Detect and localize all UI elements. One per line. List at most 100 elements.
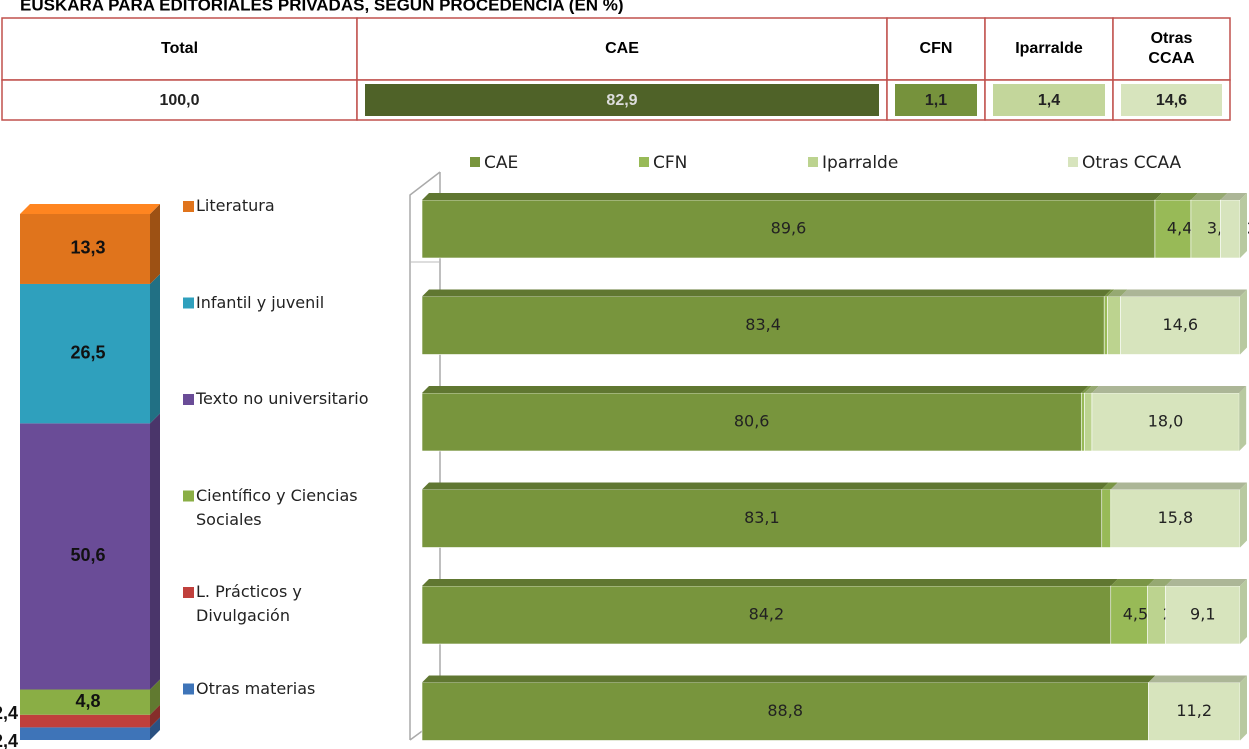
table-header: Otras CCAA — [1148, 30, 1195, 67]
bar-label: 83,4 — [745, 315, 781, 334]
table-value: 100,0 — [159, 92, 199, 109]
table-cell — [1, 17, 358, 81]
legend-swatch — [183, 587, 194, 598]
bar-segment — [421, 199, 1156, 259]
bar-label: 2,4 — [1247, 219, 1249, 238]
bar-top — [422, 482, 1109, 490]
legend-swatch — [183, 297, 194, 309]
bar-segment — [1165, 585, 1241, 645]
bar-top — [422, 193, 1162, 200]
bar-top — [1104, 289, 1115, 297]
column-segment — [20, 689, 150, 715]
bar-segment — [1120, 296, 1241, 355]
column-label: 13,3 — [70, 238, 105, 258]
table-value: 14,6 — [1156, 92, 1187, 109]
table-cell — [1112, 17, 1231, 81]
legend-label: L. Prácticos y Divulgación — [196, 582, 302, 625]
bar-label: 89,6 — [771, 219, 807, 238]
bar-segment — [1084, 392, 1093, 452]
table-header: CFN — [920, 40, 953, 57]
bar-segment — [421, 392, 1082, 452]
legend-label: Iparralde — [822, 153, 898, 173]
bar-top — [422, 675, 1156, 683]
column-segment — [20, 727, 150, 740]
table-header: Total — [161, 40, 198, 57]
column-side — [150, 679, 160, 715]
table-header: Iparralde — [1015, 40, 1083, 57]
bar-top — [1110, 579, 1155, 586]
bar-label: 84,2 — [749, 605, 785, 624]
legend-label: Texto no universitario — [196, 389, 369, 408]
bar-segment — [1110, 489, 1241, 548]
column-label: 2,4 — [0, 703, 18, 723]
table-cell — [356, 17, 888, 81]
bar-top — [1190, 193, 1228, 200]
bar-top — [422, 579, 1118, 586]
bar-label: 4,5 — [1123, 605, 1148, 624]
bar-segment — [1148, 682, 1241, 741]
legend-swatch — [183, 490, 194, 502]
bar-top — [422, 386, 1089, 393]
legend-swatch — [183, 201, 194, 212]
bar-top — [1120, 289, 1247, 297]
legend-label: CFN — [653, 153, 687, 173]
legend-swatch — [183, 683, 194, 695]
legend-swatch — [183, 394, 194, 405]
table-cell — [984, 17, 1114, 81]
column-side — [150, 204, 160, 284]
column-segment — [20, 423, 150, 690]
bar-side — [1240, 579, 1247, 644]
table-fill — [365, 84, 879, 116]
column-side — [150, 413, 160, 690]
bar-segment — [1081, 392, 1085, 452]
bar-top — [1101, 482, 1118, 490]
bar-top — [1084, 386, 1099, 393]
legend-label: Otras materias — [196, 678, 316, 698]
bar-side — [1240, 193, 1247, 258]
bar-top — [1220, 193, 1247, 200]
bar-segment — [421, 682, 1149, 741]
bar-label: 4,4 — [1167, 219, 1192, 238]
bar-side — [1240, 482, 1247, 548]
table-fill — [895, 84, 977, 116]
legend-swatch — [1068, 157, 1078, 167]
column-label: 50,6 — [70, 545, 105, 565]
title: EUSKARA PARA EDITORIALES PRIVADAS, SEGÚN… — [20, 0, 624, 14]
bar-segment — [1103, 296, 1108, 355]
bar-segment — [1101, 489, 1112, 548]
bar-label: 14,6 — [1162, 315, 1198, 334]
bar-top — [1081, 386, 1092, 393]
bar-top — [1110, 482, 1247, 490]
table-cell — [886, 17, 986, 81]
legend-swatch — [808, 157, 818, 167]
bar-side — [1240, 289, 1247, 355]
legend-label: Otras CCAA — [1082, 153, 1182, 173]
column-label: 26,5 — [70, 342, 105, 362]
bar-label: 11,2 — [1176, 701, 1212, 720]
table-fill — [1121, 84, 1222, 116]
column-segment — [20, 714, 150, 728]
column-segment — [20, 214, 150, 284]
bar-top — [422, 289, 1112, 297]
bar-label: 88,8 — [767, 701, 803, 720]
bar-segment — [1154, 199, 1192, 259]
legend-swatch — [639, 157, 649, 167]
column-label: 4,8 — [75, 691, 100, 711]
table-cell — [1, 79, 358, 121]
bar-top — [1165, 579, 1247, 586]
bar-segment — [1107, 296, 1121, 355]
legend-label: CAE — [484, 153, 518, 173]
table-value: 82,9 — [606, 92, 637, 109]
bar-label: 9,1 — [1190, 605, 1215, 624]
bar-side — [1240, 675, 1247, 741]
legend-label: Científico y Ciencias Sociales — [196, 485, 358, 529]
bar-segment — [421, 585, 1112, 645]
bar-segment — [1091, 392, 1240, 452]
table-fill — [993, 84, 1105, 116]
legend-label: Infantil y juvenil — [196, 292, 325, 312]
column-top — [20, 204, 160, 214]
bar-top — [1148, 675, 1247, 683]
column-side — [150, 704, 160, 728]
bar-segment — [1190, 199, 1221, 259]
